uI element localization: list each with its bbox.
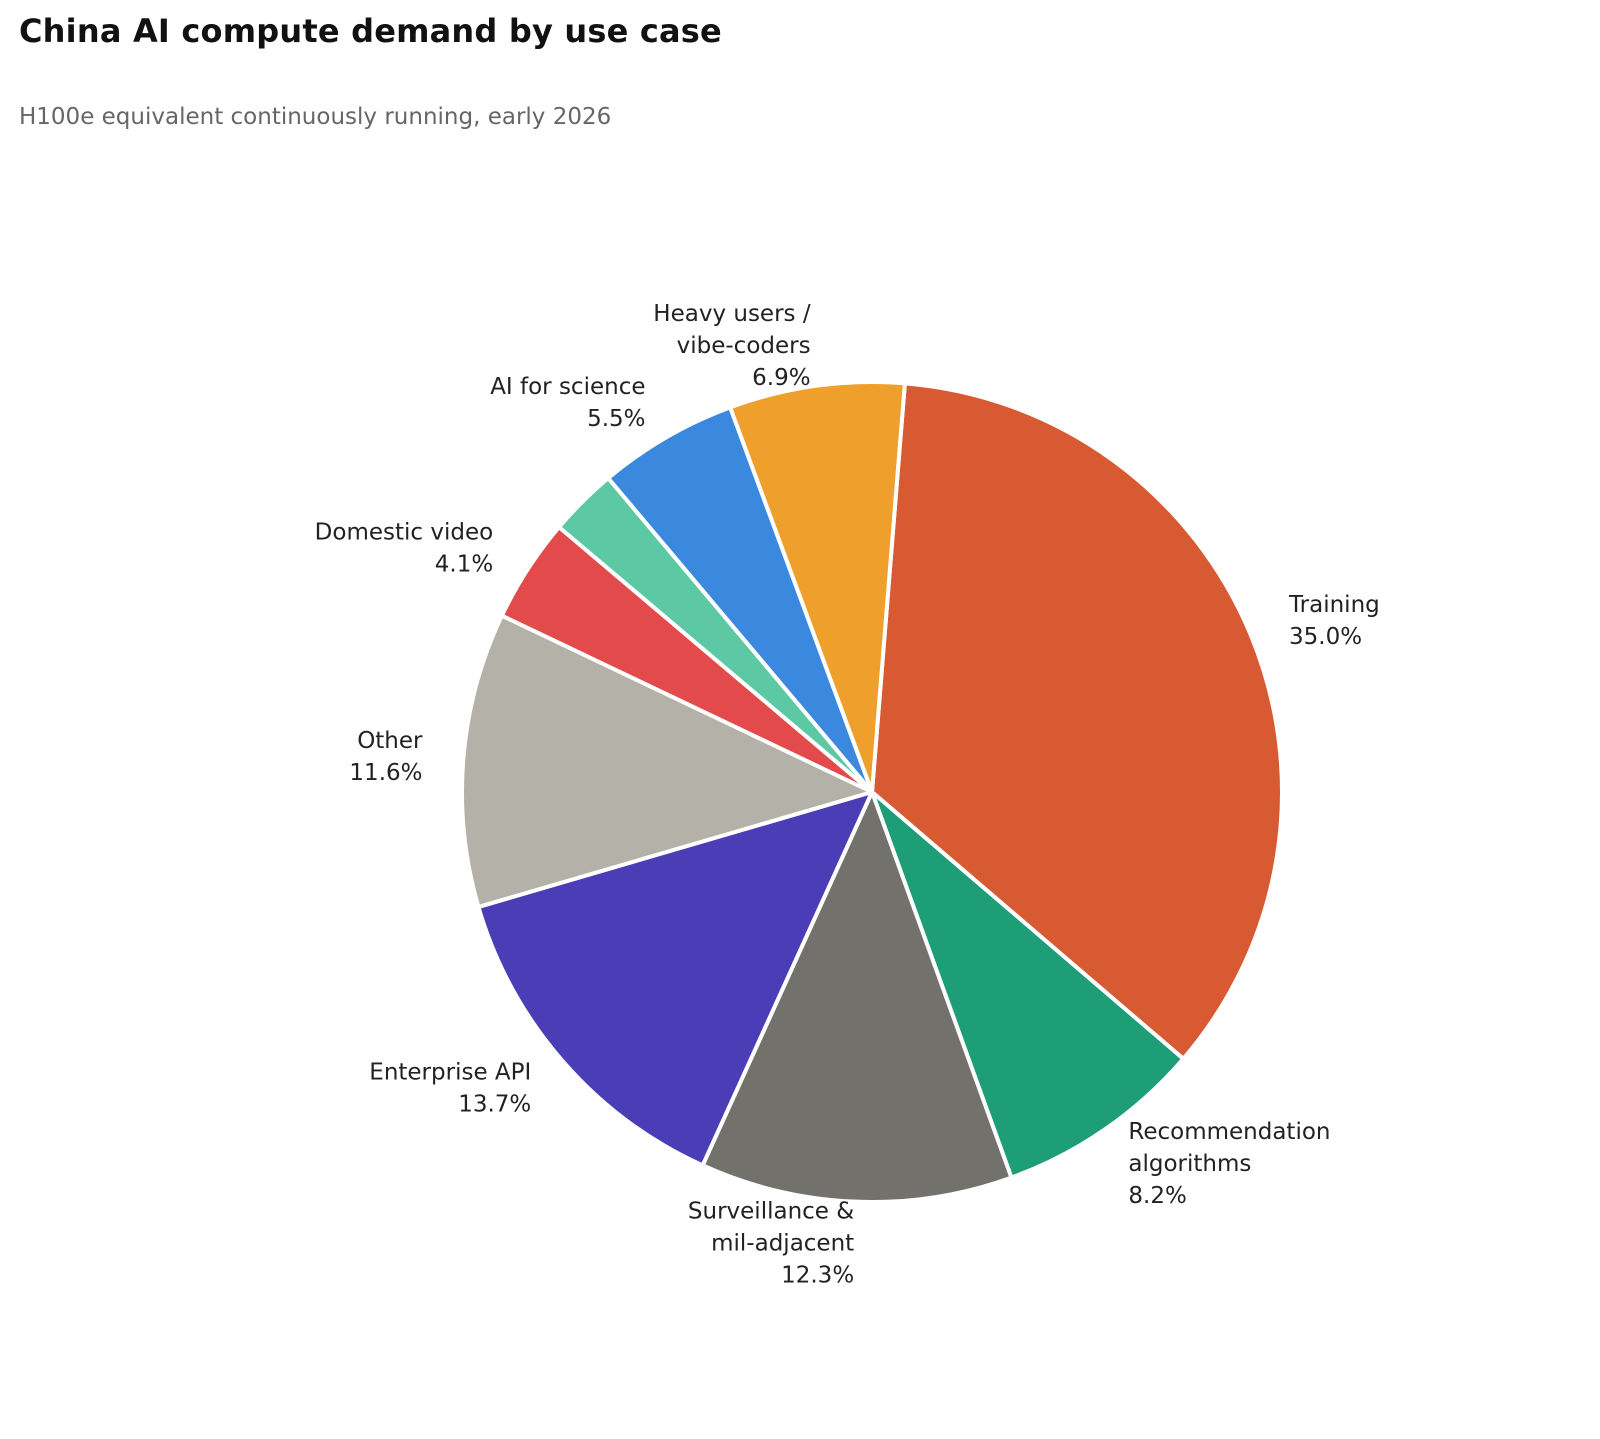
slice-label-recommendation: Recommendation algorithms 8.2% [1128, 1119, 1330, 1209]
pie-slice-recommendation [870, 790, 1186, 1180]
chart-subtitle: H100e equivalent continuously running, e… [19, 104, 612, 130]
slice-name-training: Training [1288, 592, 1380, 618]
slice-name-heavy-users: vibe-coders [677, 333, 811, 359]
slice-value-domestic-video: 4.1% [435, 551, 493, 577]
slice-name-heavy-users: Heavy users / [653, 301, 811, 327]
slice-value-other: 11.6% [349, 760, 422, 786]
slice-value-recommendation: 8.2% [1128, 1183, 1186, 1209]
slice-value-training: 35.0% [1289, 624, 1362, 650]
slice-label-heavy-users: Heavy users / vibe-coders 6.9% [653, 301, 811, 391]
slice-name-recommendation: Recommendation [1128, 1119, 1330, 1145]
slice-label-domestic-video: Domestic video 4.1% [315, 519, 494, 577]
pie-slice-ai-for-science [606, 405, 874, 794]
slice-name-enterprise-api: Enterprise API [369, 1060, 531, 1086]
slice-label-surveillance: Surveillance & mil-adjacent 12.3% [688, 1199, 854, 1289]
slice-label-training: Training 35.0% [1288, 592, 1380, 650]
slice-name-surveillance: mil-adjacent [711, 1231, 854, 1257]
pie-labels: Training 35.0% Recommendation algorithms 8.2… [315, 301, 1380, 1288]
slice-value-enterprise-api: 13.7% [458, 1092, 531, 1118]
slice-name-other: Other [357, 728, 423, 754]
pie-slice-heavy-users [728, 380, 907, 794]
slice-name-ai-for-science: AI for science [490, 374, 645, 400]
slice-name-recommendation: algorithms [1128, 1151, 1251, 1177]
chart-title: China AI compute demand by use case [19, 12, 722, 50]
pie-slices [460, 380, 1284, 1204]
pie-slice-enterprise-api [476, 790, 874, 1168]
pie-slice-other [460, 613, 874, 909]
pie-slice-training [870, 381, 1284, 1061]
slice-name-domestic-video: Domestic video [315, 519, 494, 545]
slice-value-surveillance: 12.3% [781, 1263, 854, 1289]
slice-label-enterprise-api: Enterprise API 13.7% [369, 1060, 531, 1118]
slice-label-ai-for-science: AI for science 5.5% [490, 374, 645, 432]
slice-name-surveillance: Surveillance & [688, 1199, 854, 1225]
slice-value-ai-for-science: 5.5% [587, 406, 645, 432]
slice-label-other: Other 11.6% [349, 728, 423, 786]
slice-value-heavy-users: 6.9% [752, 365, 810, 391]
pie-slice-surveillance [700, 790, 1014, 1204]
